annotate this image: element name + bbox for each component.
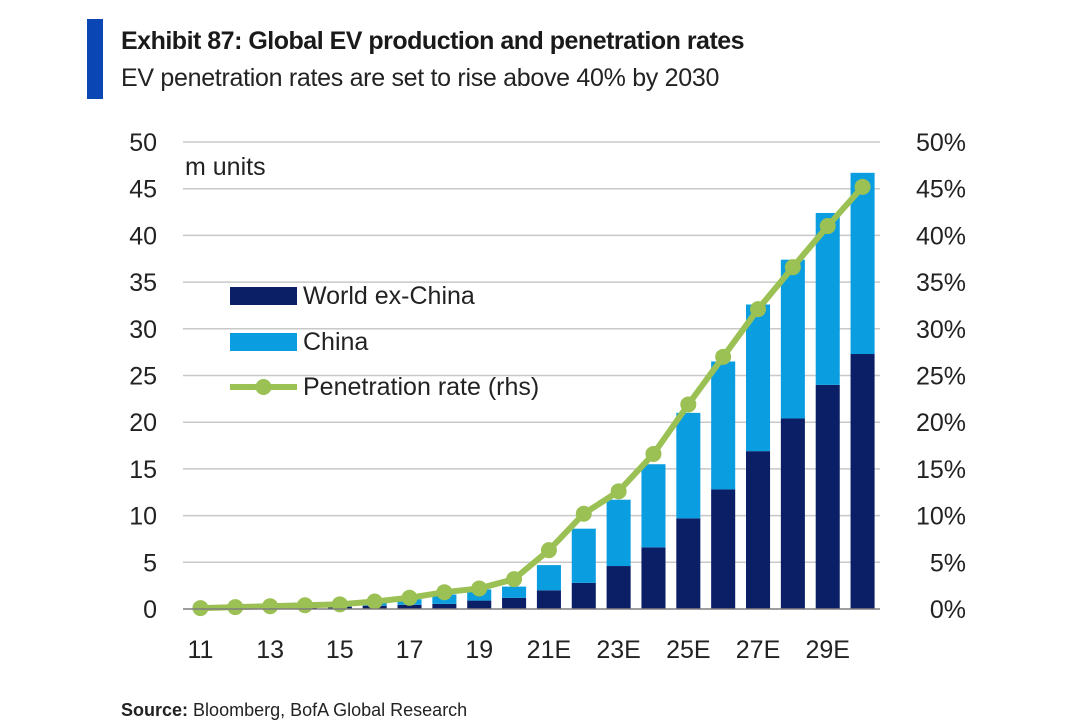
x-tick-label: 29E: [805, 636, 849, 664]
penetration-point: [262, 598, 279, 615]
y-right-tick-label: 5%: [930, 549, 966, 577]
grid-lines: [183, 141, 880, 564]
y-left-tick-label: 15: [129, 456, 157, 484]
x-tick-label: 17: [396, 636, 424, 664]
source-text: Bloomberg, BofA Global Research: [193, 700, 468, 720]
left-unit-label: m units: [185, 153, 266, 181]
bar-world-ex-china: [397, 604, 422, 609]
y-left-tick-label: 35: [129, 269, 157, 297]
y-right-tick-label: 40%: [916, 222, 966, 250]
source-label: Source:: [121, 700, 189, 720]
bar-china: [746, 304, 771, 452]
source-note: Source: Bloomberg, BofA Global Research: [121, 700, 467, 721]
bar-china: [711, 361, 736, 490]
axes: 0 0% 5 5% 10 10% 15 15% 20 20% 25 25% 30 30% 35 35% 40 40…: [129, 129, 966, 664]
y-right-tick-label: 15%: [916, 456, 966, 484]
penetration-point: [540, 542, 557, 559]
bar-world-ex-china: [571, 582, 596, 609]
x-tick-label: 13: [256, 636, 284, 664]
bar-world-ex-china: [676, 518, 701, 609]
x-tick-label: 15: [326, 636, 354, 664]
penetration-point: [854, 178, 871, 195]
y-left-tick-label: 5: [143, 549, 157, 577]
penetration-point: [296, 597, 313, 614]
accent-bar: [87, 19, 103, 99]
penetration-point: [784, 259, 801, 276]
penetration-point: [506, 571, 523, 588]
bar-china: [850, 172, 875, 355]
legend: World ex-China China Penetration rate (rhs…: [230, 282, 539, 401]
y-right-tick-label: 0%: [930, 596, 966, 624]
y-right-tick-label: 35%: [916, 269, 966, 297]
bar-world-ex-china: [502, 597, 527, 609]
legend-label-world-ex-china: World ex-China: [303, 282, 475, 310]
bar-world-ex-china: [432, 603, 457, 609]
penetration-point: [715, 348, 732, 365]
y-right-tick-label: 50%: [916, 129, 966, 157]
legend-label-penetration: Penetration rate (rhs): [303, 373, 539, 401]
y-right-tick-label: 25%: [916, 363, 966, 391]
x-tick-label: 25E: [666, 636, 710, 664]
y-right-tick-label: 20%: [916, 409, 966, 437]
chart-subtitle: EV penetration rates are set to rise abo…: [121, 64, 720, 92]
y-left-tick-label: 20: [129, 409, 157, 437]
bar-china: [676, 412, 701, 519]
x-tick-label: 27E: [736, 636, 780, 664]
legend-label-china: China: [303, 328, 368, 356]
y-right-tick-label: 30%: [916, 316, 966, 344]
bar-world-ex-china: [467, 600, 492, 609]
bar-china: [641, 464, 666, 548]
penetration-point: [192, 600, 209, 617]
bar-china: [502, 586, 527, 598]
bar-world-ex-china: [536, 590, 561, 609]
y-left-tick-label: 40: [129, 222, 157, 250]
y-right-tick-label: 45%: [916, 176, 966, 204]
bar-world-ex-china: [641, 547, 666, 609]
y-left-tick-label: 0: [143, 596, 157, 624]
bar-world-ex-china: [780, 418, 805, 609]
penetration-point: [471, 580, 488, 597]
legend-swatch-china: [230, 333, 297, 351]
x-tick-label: 21E: [527, 636, 571, 664]
bar-world-ex-china: [711, 489, 736, 609]
y-left-tick-label: 25: [129, 363, 157, 391]
y-left-tick-label: 30: [129, 316, 157, 344]
bar-world-ex-china: [606, 566, 631, 609]
chart-svg: 0 0% 5 5% 10 10% 15 15% 20 20% 25 25% 30 30% 35 35% 40 40…: [129, 129, 966, 664]
y-left-tick-label: 50: [129, 129, 157, 157]
penetration-point: [436, 584, 453, 601]
bar-china: [536, 565, 561, 591]
penetration-point: [645, 445, 662, 462]
y-left-tick-label: 10: [129, 503, 157, 531]
penetration-point: [819, 218, 836, 235]
bar-china: [780, 259, 805, 419]
bar-world-ex-china: [850, 354, 875, 609]
y-left-tick-label: 45: [129, 176, 157, 204]
x-tick-label: 19: [465, 636, 493, 664]
legend-swatch-world-ex-china: [230, 287, 297, 305]
x-tick-label: 23E: [596, 636, 640, 664]
y-right-tick-label: 10%: [916, 503, 966, 531]
chart-title: Exhibit 87: Global EV production and pen…: [121, 27, 745, 55]
penetration-point: [750, 301, 767, 318]
penetration-point: [680, 396, 697, 413]
penetration-point: [227, 599, 244, 616]
penetration-point: [331, 596, 348, 613]
bar-world-ex-china: [746, 451, 771, 609]
legend-swatch-penetration-marker: [255, 379, 272, 395]
penetration-point: [366, 593, 383, 610]
bar-china: [606, 499, 631, 567]
bar-china: [815, 212, 840, 385]
bar-world-ex-china: [815, 384, 840, 609]
bar-china: [571, 528, 596, 583]
x-tick-label: 11: [187, 636, 213, 664]
penetration-point: [401, 589, 418, 606]
penetration-point: [610, 483, 627, 500]
penetration-point: [575, 505, 592, 522]
